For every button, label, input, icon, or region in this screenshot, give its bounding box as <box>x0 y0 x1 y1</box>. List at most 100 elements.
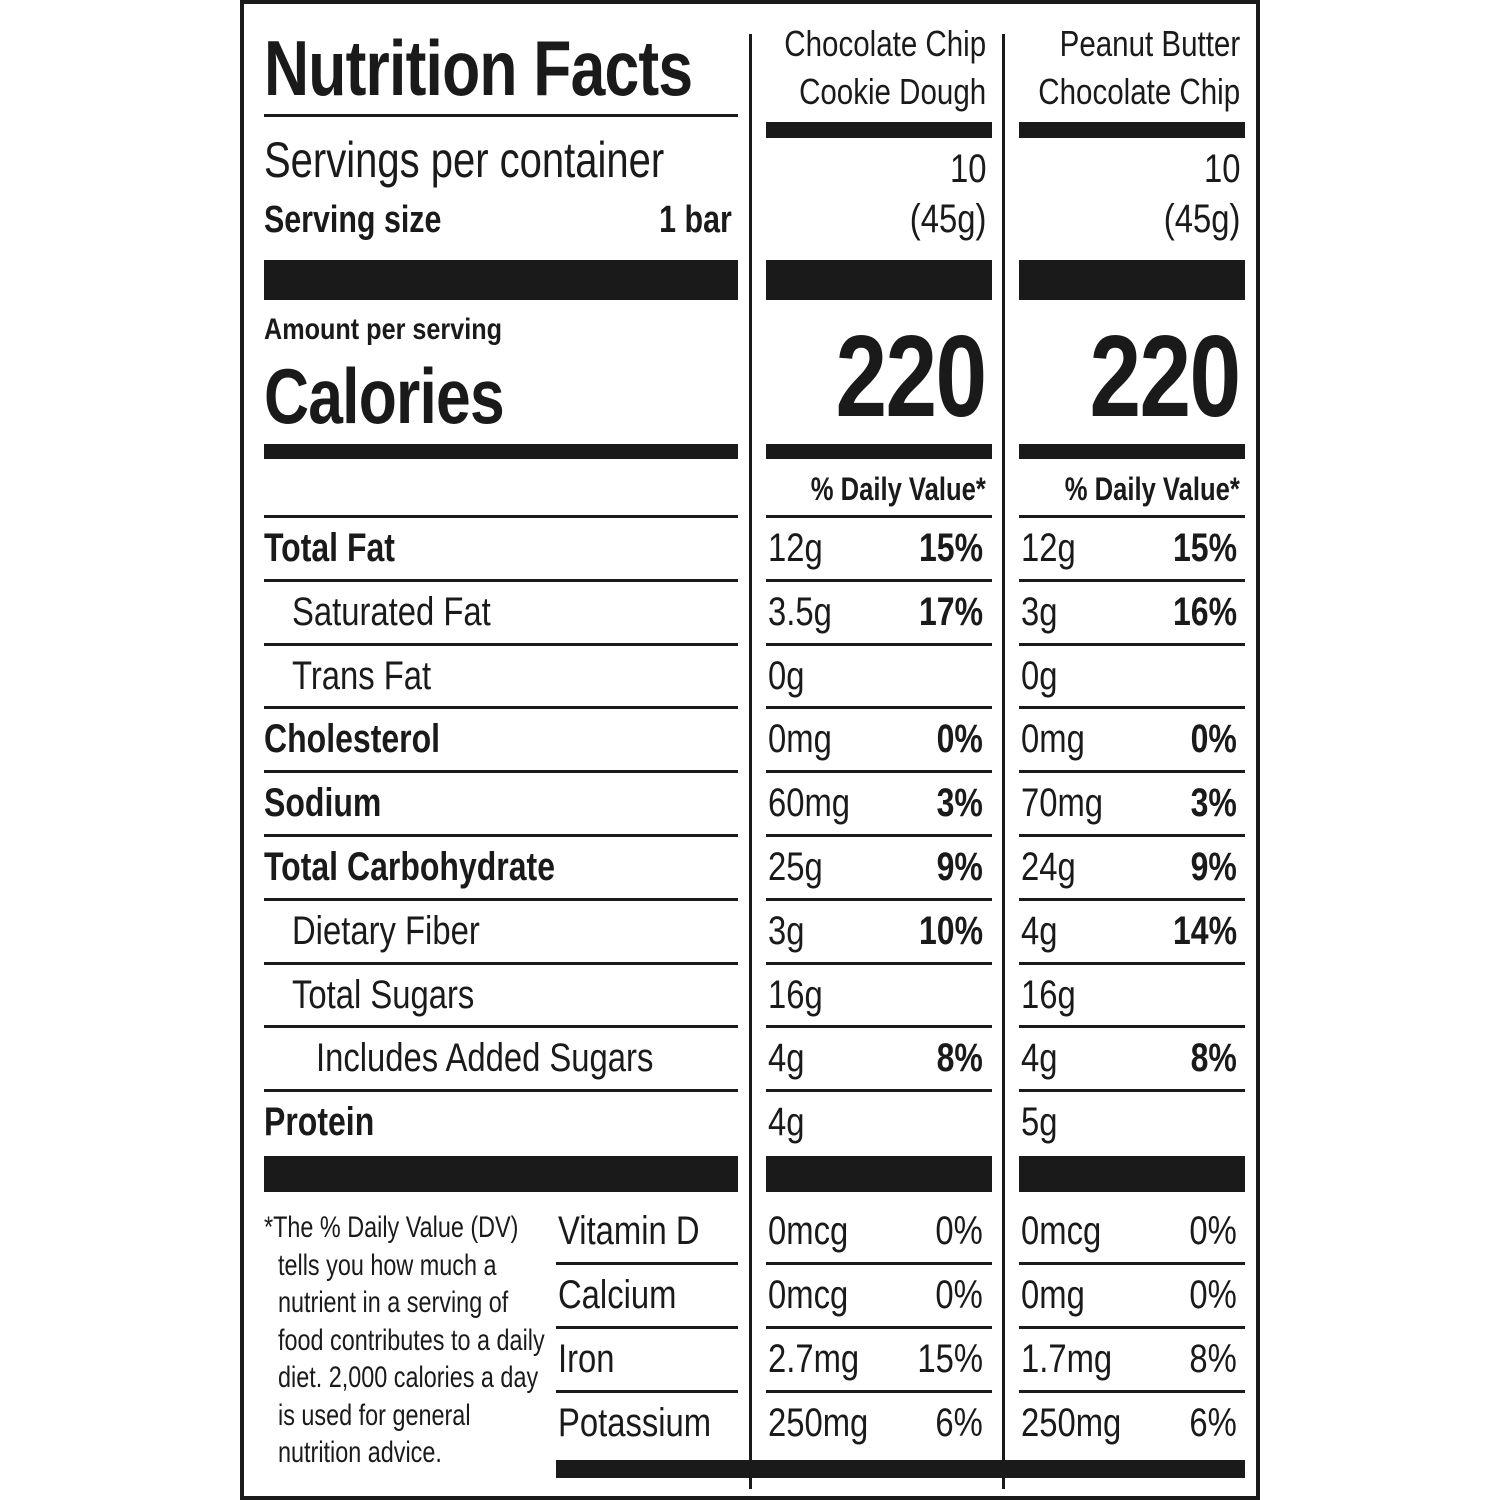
vitamin-rule-col1 <box>766 1326 992 1329</box>
row-rule-col2 <box>1019 1025 1245 1028</box>
serving-weight-2: (45g) <box>1163 197 1240 241</box>
row-rule-left <box>264 579 738 582</box>
medium-bar-left <box>264 444 738 459</box>
header-bar-1 <box>766 122 992 138</box>
nutrient-amount: 0g <box>1021 654 1058 698</box>
nutrient-amount: 70mg <box>1021 781 1104 825</box>
nutrient-label: Total Carbohydrate <box>264 845 555 889</box>
row-rule-col1 <box>766 898 992 901</box>
footnote-line: food contributes to a daily <box>278 1323 545 1357</box>
row-rule-left <box>264 770 738 773</box>
daily-value-header-2: % Daily Value* <box>1064 471 1240 507</box>
serving-size-label: Serving size <box>264 199 442 241</box>
calories-label: Calories <box>264 352 505 440</box>
calories-value-2: 220 <box>1089 311 1242 441</box>
row-rule-col2 <box>1019 834 1245 837</box>
vitamin-rule-col1 <box>766 1390 992 1393</box>
vitamin-amount: 1.7mg <box>1021 1337 1113 1381</box>
row-rule-left <box>264 515 738 518</box>
nutrient-amount: 0mg <box>768 717 832 761</box>
nutrient-amount: 16g <box>1021 973 1076 1017</box>
row-rule-col2 <box>1019 898 1245 901</box>
vitamin-rule-col2 <box>1019 1326 1245 1329</box>
vitamin-rule-left <box>556 1326 738 1329</box>
servings-per-container-label: Servings per container <box>264 132 665 188</box>
serving-weight-1: (45g) <box>909 197 986 241</box>
nutrient-label: Protein <box>264 1100 375 1144</box>
nutrient-label: Cholesterol <box>264 717 441 761</box>
vitamin-amount: 0mcg <box>768 1209 849 1253</box>
row-rule-col1 <box>766 515 992 518</box>
row-rule-left <box>264 962 738 965</box>
nutrient-amount: 12g <box>768 526 823 570</box>
row-rule-left <box>264 898 738 901</box>
nutrient-daily-value: 9% <box>936 845 983 889</box>
row-rule-col1 <box>766 706 992 709</box>
nutrient-amount: 3g <box>768 909 805 953</box>
servings-1: 10 <box>949 147 986 191</box>
vitamin-rule-col2 <box>1019 1390 1245 1393</box>
nutrient-daily-value: 17% <box>918 590 983 634</box>
row-rule-left <box>264 1025 738 1028</box>
vitamin-label: Calcium <box>558 1273 677 1317</box>
vitamin-amount: 250mg <box>768 1401 869 1445</box>
footnote-line: nutrient in a serving of <box>278 1286 509 1319</box>
row-rule-left <box>264 643 738 646</box>
nutrient-label: Saturated Fat <box>292 590 491 634</box>
vitamin-label: Potassium <box>558 1401 712 1445</box>
nutrient-amount: 24g <box>1021 845 1076 889</box>
header-bar-2 <box>1019 122 1245 138</box>
product-name-1-line2: Cookie Dough <box>798 71 986 112</box>
vitamin-amount: 0mcg <box>768 1273 849 1317</box>
nutrient-amount: 25g <box>768 845 823 889</box>
vitamin-rule-col1 <box>766 1262 992 1265</box>
thick-bar-col2 <box>1019 260 1245 300</box>
amount-per-serving-label: Amount per serving <box>264 313 503 346</box>
nutrient-daily-value: 15% <box>1172 526 1237 570</box>
footnote-line: *The % Daily Value (DV) <box>264 1211 519 1244</box>
row-rule-col2 <box>1019 643 1245 646</box>
nutrition-facts-label: Nutrition Facts Chocolate Chip Cookie Do… <box>240 0 1260 1500</box>
vitamin-label: Iron <box>558 1337 615 1381</box>
nutrient-amount: 60mg <box>768 781 851 825</box>
medium-bar-col1 <box>766 444 992 459</box>
product-name-1-line1: Chocolate Chip <box>784 23 986 64</box>
nutrient-daily-value: 8% <box>936 1036 983 1080</box>
footnote-line: is used for general <box>278 1398 471 1432</box>
nutrient-daily-value: 3% <box>936 781 983 825</box>
vitamin-rule-col2 <box>1019 1262 1245 1265</box>
vitamin-label: Vitamin D <box>558 1209 700 1253</box>
row-rule-left <box>264 706 738 709</box>
row-rule-col1 <box>766 643 992 646</box>
vitamin-amount: 0mcg <box>1021 1209 1102 1253</box>
row-rule-col1 <box>766 962 992 965</box>
row-rule-col2 <box>1019 706 1245 709</box>
vitamin-daily-value: 6% <box>935 1401 983 1445</box>
row-rule-col1 <box>766 1089 992 1092</box>
nutrient-daily-value: 0% <box>936 717 983 761</box>
column-divider-2 <box>1002 34 1005 1489</box>
row-rule-col1 <box>766 1025 992 1028</box>
nutrient-label: Trans Fat <box>292 654 432 698</box>
row-rule-left <box>264 834 738 837</box>
nutrient-label: Sodium <box>264 781 382 825</box>
row-rule-col2 <box>1019 770 1245 773</box>
nutrient-daily-value: 14% <box>1172 909 1237 953</box>
final-bar <box>556 1460 1245 1478</box>
row-rule-col2 <box>1019 515 1245 518</box>
column-divider-1 <box>749 34 752 1489</box>
calories-value-1: 220 <box>835 311 988 441</box>
nutrient-label: Includes Added Sugars <box>316 1036 654 1080</box>
nutrient-amount: 4g <box>1021 909 1058 953</box>
bottom-bar-col1 <box>766 1156 992 1192</box>
nutrient-daily-value: 8% <box>1190 1036 1237 1080</box>
vitamin-amount: 2.7mg <box>768 1337 860 1381</box>
nutrient-amount: 4g <box>1021 1036 1058 1080</box>
nutrient-amount: 12g <box>1021 526 1076 570</box>
row-rule-col1 <box>766 834 992 837</box>
nutrient-amount: 0mg <box>1021 717 1085 761</box>
row-rule-col2 <box>1019 579 1245 582</box>
nutrient-amount: 5g <box>1021 1100 1058 1144</box>
nutrient-amount: 3g <box>1021 590 1058 634</box>
product-name-2-line1: Peanut Butter <box>1059 23 1240 64</box>
